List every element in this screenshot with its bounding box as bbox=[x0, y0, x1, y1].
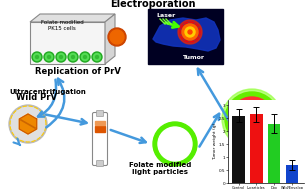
Circle shape bbox=[46, 53, 53, 60]
Circle shape bbox=[230, 150, 234, 156]
Circle shape bbox=[188, 30, 192, 34]
Bar bbox=[95, 121, 105, 125]
Text: Laser: Laser bbox=[156, 13, 175, 18]
FancyArrow shape bbox=[234, 139, 245, 143]
Bar bbox=[233, 116, 245, 183]
Circle shape bbox=[242, 111, 248, 117]
FancyBboxPatch shape bbox=[92, 112, 107, 166]
Bar bbox=[95, 126, 105, 132]
Polygon shape bbox=[105, 14, 115, 64]
Polygon shape bbox=[19, 114, 37, 134]
Circle shape bbox=[110, 30, 124, 44]
FancyBboxPatch shape bbox=[96, 160, 103, 167]
Text: Folate modified
light particles: Folate modified light particles bbox=[129, 162, 191, 175]
Circle shape bbox=[236, 150, 241, 156]
Circle shape bbox=[33, 53, 40, 60]
Circle shape bbox=[72, 56, 74, 59]
Circle shape bbox=[47, 56, 50, 59]
Text: Wild PrV: Wild PrV bbox=[16, 93, 57, 102]
Circle shape bbox=[11, 107, 45, 141]
Circle shape bbox=[222, 89, 282, 149]
Circle shape bbox=[153, 122, 197, 166]
Circle shape bbox=[94, 53, 100, 60]
Text: Tumor: Tumor bbox=[182, 55, 204, 60]
Circle shape bbox=[230, 156, 234, 161]
Bar bbox=[286, 165, 298, 183]
Circle shape bbox=[44, 52, 54, 62]
Circle shape bbox=[182, 24, 198, 40]
Bar bbox=[148, 9, 223, 64]
Circle shape bbox=[35, 56, 39, 59]
Y-axis label: Tumor weight (g): Tumor weight (g) bbox=[213, 123, 217, 160]
Bar bbox=[250, 115, 263, 183]
Circle shape bbox=[244, 121, 250, 127]
Circle shape bbox=[108, 28, 126, 46]
Polygon shape bbox=[153, 18, 220, 51]
Polygon shape bbox=[30, 22, 105, 64]
Circle shape bbox=[255, 121, 261, 127]
Circle shape bbox=[9, 105, 47, 143]
Circle shape bbox=[58, 53, 65, 60]
Text: Replication of PrV: Replication of PrV bbox=[35, 67, 121, 76]
Circle shape bbox=[69, 53, 76, 60]
Text: Dox: Dox bbox=[245, 136, 260, 146]
Circle shape bbox=[158, 127, 192, 161]
Text: Folate modified
PK15 cells: Folate modified PK15 cells bbox=[41, 20, 83, 31]
Circle shape bbox=[56, 52, 66, 62]
Circle shape bbox=[178, 20, 202, 44]
Text: Ultracentrifugation: Ultracentrifugation bbox=[9, 89, 86, 95]
Circle shape bbox=[80, 52, 90, 62]
Circle shape bbox=[225, 92, 279, 146]
Circle shape bbox=[230, 97, 274, 141]
Circle shape bbox=[185, 27, 195, 37]
Circle shape bbox=[81, 53, 88, 60]
Polygon shape bbox=[30, 14, 115, 22]
Text: Electroporation: Electroporation bbox=[110, 0, 196, 9]
Circle shape bbox=[95, 56, 99, 59]
Circle shape bbox=[250, 115, 256, 121]
Circle shape bbox=[92, 52, 102, 62]
Circle shape bbox=[251, 108, 257, 114]
Circle shape bbox=[84, 56, 87, 59]
Circle shape bbox=[59, 56, 62, 59]
Circle shape bbox=[32, 52, 42, 62]
Text: QDs: QDs bbox=[245, 152, 261, 160]
FancyBboxPatch shape bbox=[96, 111, 103, 116]
Circle shape bbox=[236, 103, 268, 135]
Circle shape bbox=[68, 52, 78, 62]
Circle shape bbox=[236, 156, 241, 161]
Bar bbox=[268, 124, 281, 183]
